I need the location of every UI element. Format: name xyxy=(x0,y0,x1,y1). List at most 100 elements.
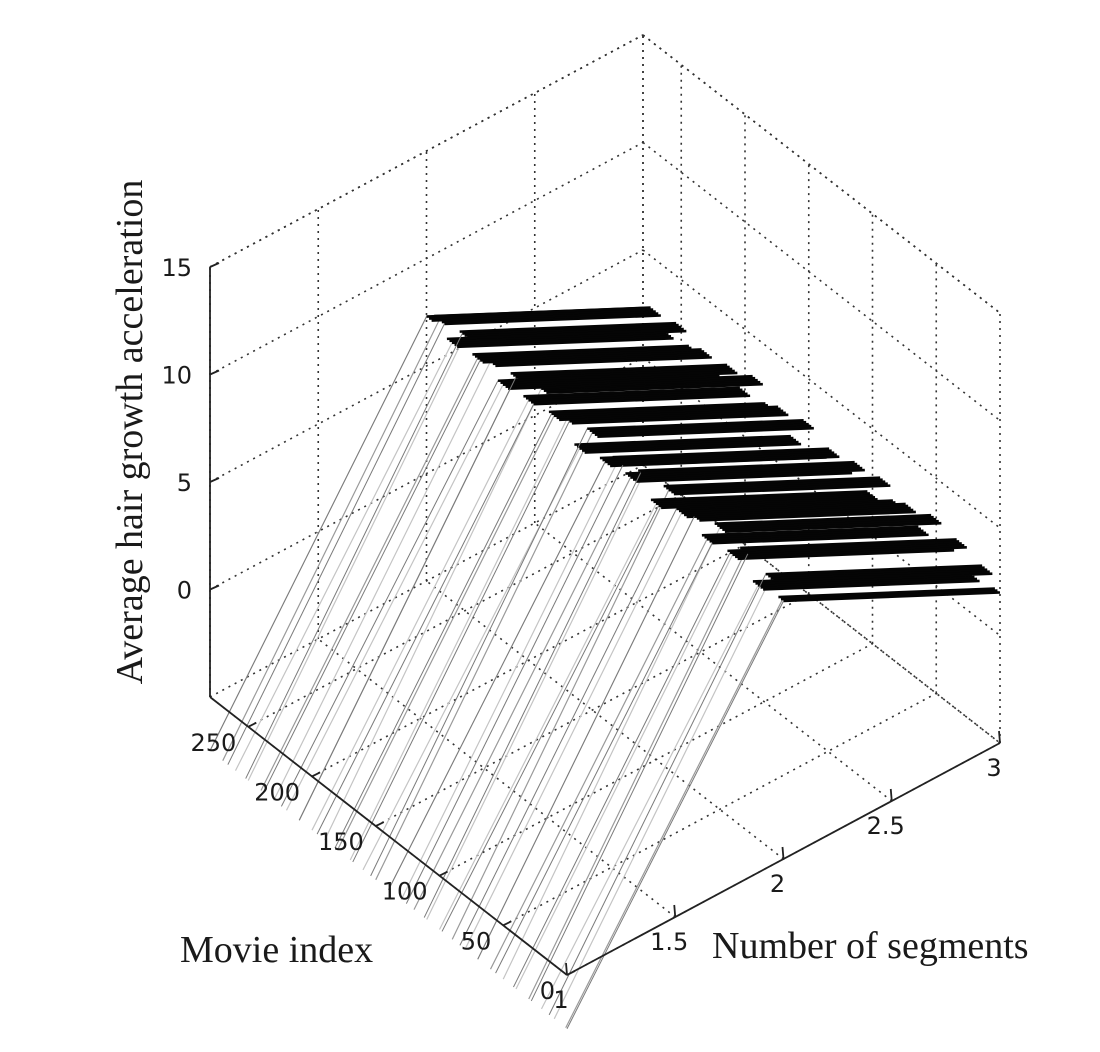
surface-line xyxy=(717,515,934,528)
z-tick-mark xyxy=(209,369,220,376)
surface-line xyxy=(724,521,942,533)
surface-line xyxy=(699,510,916,522)
x-tick-label: 100 xyxy=(382,878,428,906)
y-tick-label: 1 xyxy=(553,986,568,1014)
surface-line xyxy=(508,378,725,390)
surface-line xyxy=(658,496,876,508)
surface-line xyxy=(502,374,720,387)
surface-line xyxy=(755,573,973,585)
surface-line xyxy=(714,513,932,526)
x-tick-label: 150 xyxy=(318,828,364,856)
x-tick-mark xyxy=(439,870,448,877)
surface-line xyxy=(426,306,644,318)
surface-line xyxy=(444,314,661,326)
x-tick-label: 200 xyxy=(254,778,300,806)
surface-line xyxy=(671,482,888,494)
grid-line xyxy=(439,643,873,877)
surface-line xyxy=(334,413,552,849)
surface-line xyxy=(530,553,749,1002)
surface-line xyxy=(668,480,886,492)
surface-line xyxy=(701,525,919,537)
surface-ribbon xyxy=(502,518,937,980)
surface-line xyxy=(587,418,804,431)
y-tick-label: 2.5 xyxy=(867,812,905,840)
x-axis-label: Movie index xyxy=(180,929,373,971)
surface-line xyxy=(428,308,646,320)
surface-line xyxy=(706,529,924,541)
surface-line xyxy=(655,494,873,506)
surface-line xyxy=(752,571,970,583)
surface-line xyxy=(441,505,659,932)
surface-line xyxy=(525,388,743,400)
surface-line xyxy=(459,321,677,333)
surface-line xyxy=(495,356,712,368)
surface-line xyxy=(472,344,689,356)
y-tick-mark xyxy=(998,730,1001,744)
surface-line xyxy=(464,325,682,337)
surface-line xyxy=(594,424,812,437)
surface-line xyxy=(298,377,517,821)
surface-line xyxy=(683,505,901,517)
surface-line xyxy=(551,404,769,416)
surface-line xyxy=(599,448,817,460)
surface-line xyxy=(607,454,825,466)
surface-line xyxy=(556,408,774,420)
surface-line xyxy=(505,376,723,389)
x-tick-label: 250 xyxy=(190,729,236,757)
surface-line xyxy=(589,420,807,433)
y-tick-mark xyxy=(781,846,785,860)
surface-line xyxy=(635,471,853,483)
surface-line xyxy=(780,589,998,601)
z-tick-label: 10 xyxy=(161,362,192,390)
surface-line xyxy=(477,516,695,960)
surface-line xyxy=(500,372,718,385)
z-tick-mark xyxy=(209,477,220,483)
surface-line xyxy=(477,348,695,360)
surface-line xyxy=(630,467,848,479)
surface-line xyxy=(722,519,939,531)
surface-line xyxy=(454,335,672,347)
surface-line xyxy=(548,573,767,1016)
surface-ribbon xyxy=(515,545,950,990)
surface-line xyxy=(523,386,740,398)
surface-line xyxy=(482,352,700,364)
surface-line xyxy=(696,508,914,520)
x-tick-mark xyxy=(502,920,512,927)
surface-line xyxy=(280,380,499,807)
surface-line xyxy=(581,440,799,452)
surface-line xyxy=(632,469,850,481)
surface-line xyxy=(546,382,763,394)
surface-line xyxy=(553,406,771,418)
surface-line xyxy=(737,549,955,561)
surface-line xyxy=(370,428,588,877)
surface-line xyxy=(474,346,692,358)
surface-line xyxy=(515,367,733,379)
z-tick-mark xyxy=(209,584,220,591)
grid-line xyxy=(209,34,644,268)
grid-line xyxy=(311,543,746,778)
surface-line xyxy=(579,438,797,450)
surface-line xyxy=(676,499,893,511)
surface-line xyxy=(497,370,715,383)
surface-line xyxy=(574,434,791,446)
surface-line xyxy=(732,545,950,557)
surface-line xyxy=(584,442,802,454)
surface-line xyxy=(462,323,679,335)
surface-line xyxy=(666,478,883,490)
surface-line xyxy=(592,422,809,435)
surface-line xyxy=(543,380,761,392)
surface-layer xyxy=(209,306,1001,1029)
surface-line xyxy=(686,507,904,519)
y-tick-label: 3 xyxy=(986,754,1001,782)
surface-line xyxy=(653,492,871,504)
surface-line xyxy=(528,390,746,402)
surface-line xyxy=(451,333,669,345)
y-tick-mark xyxy=(565,962,568,976)
x-tick-mark xyxy=(375,821,385,827)
surface-line xyxy=(446,329,664,341)
surface-line xyxy=(459,508,677,946)
surface-line xyxy=(760,577,978,589)
y-tick-label: 2 xyxy=(770,870,785,898)
surface-line xyxy=(423,472,642,918)
